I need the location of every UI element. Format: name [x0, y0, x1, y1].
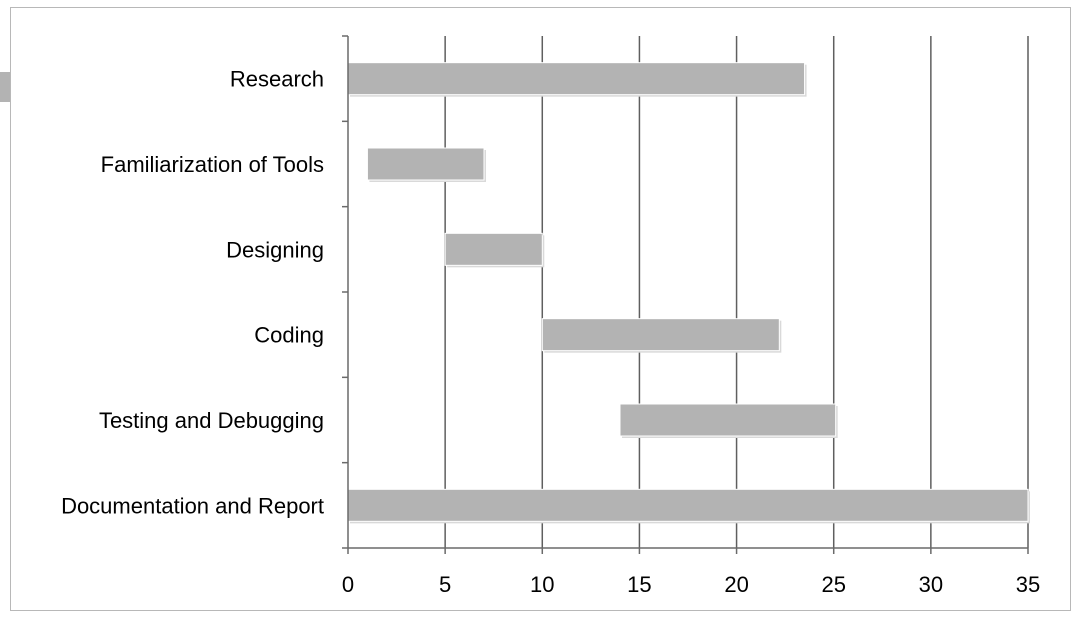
bar-documentation-and-report [347, 488, 1029, 522]
x-tick-label: 35 [1016, 572, 1040, 597]
labels: 0 5 10 15 20 25 30 35 Research Familiarization of… [61, 67, 1040, 597]
x-tick-label: 25 [821, 572, 845, 597]
bar-familiarization-of-tools [366, 147, 485, 181]
bar-designing [444, 232, 543, 266]
category-label: Documentation and Report [61, 493, 324, 518]
grid-lines [444, 36, 1029, 548]
category-label: Familiarization of Tools [101, 152, 324, 177]
axes [342, 35, 1029, 554]
bar-research [347, 62, 806, 96]
x-tick-label: 20 [724, 572, 748, 597]
edge-tab [0, 72, 12, 102]
category-label: Coding [254, 323, 324, 348]
category-label: Designing [226, 237, 324, 262]
x-tick-label: 15 [627, 572, 651, 597]
x-tick-label: 0 [342, 572, 354, 597]
bars [347, 62, 1030, 524]
x-tick-label: 30 [919, 572, 943, 597]
bar-testing-and-debugging [619, 403, 837, 437]
bar-coding [541, 318, 780, 352]
x-tick-label: 10 [530, 572, 554, 597]
category-label: Research [230, 67, 324, 92]
x-tick-label: 5 [439, 572, 451, 597]
category-label: Testing and Debugging [99, 408, 324, 433]
